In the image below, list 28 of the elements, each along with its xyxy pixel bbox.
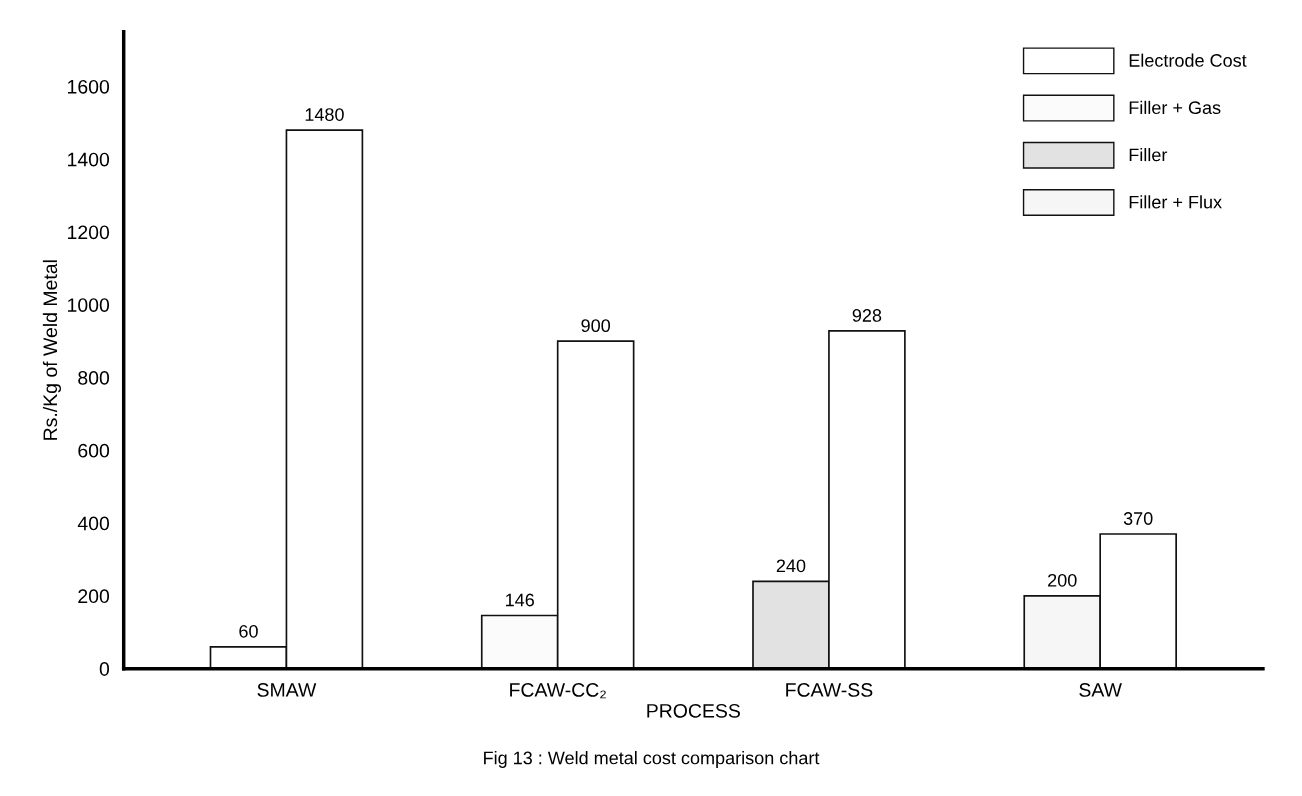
- y-tick-label: 200: [78, 589, 110, 604]
- x-tick-label: FCAW-CC₂: [510, 683, 606, 699]
- data-label: 1480: [305, 108, 344, 121]
- y-tick-label: 1600: [68, 79, 110, 94]
- y-tick-label: 400: [77, 516, 110, 531]
- caption: Fig 13 : Weld metal cost comparison chart: [484, 751, 820, 768]
- data-label: 240: [776, 559, 806, 573]
- legend-label: Filler + Gas: [1129, 100, 1221, 115]
- y-tick-label: 1200: [68, 225, 110, 240]
- x-tick-label: FCAW-SS: [786, 683, 873, 697]
- y-tick-label: 800: [78, 371, 110, 385]
- y-tick-label: 600: [78, 443, 110, 458]
- legend-label: Filler + Flux: [1129, 195, 1222, 209]
- data-label: 200: [1048, 573, 1077, 587]
- y-tick-label: 0: [99, 662, 110, 676]
- x-tick-label: SAW: [1079, 683, 1122, 697]
- data-label: 60: [239, 624, 258, 638]
- data-label: 928: [852, 309, 882, 322]
- y-tick-label: 1000: [68, 298, 110, 312]
- data-label: 370: [1123, 512, 1153, 525]
- data-label: 146: [506, 593, 534, 607]
- data-label: 900: [581, 319, 611, 333]
- x-tick-label: SMAW: [257, 683, 317, 697]
- legend-label: Electrode Cost: [1129, 53, 1247, 67]
- y-axis-title: Rs./Kg of Weld Metal: [42, 260, 61, 440]
- x-axis-title: PROCESS: [647, 703, 740, 718]
- legend-label: Filler: [1129, 148, 1168, 162]
- y-tick-label: 1400: [68, 152, 110, 167]
